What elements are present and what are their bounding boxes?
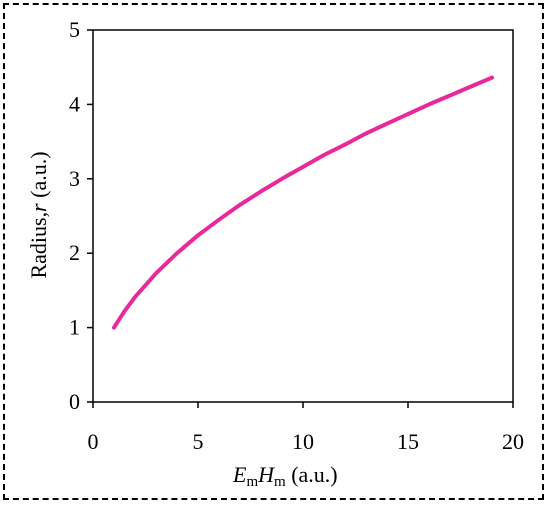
y-tick-label: 0 <box>69 389 80 414</box>
series-line <box>112 75 494 330</box>
dashed-frame <box>3 3 544 500</box>
x-tick-label: 15 <box>397 429 419 454</box>
y-tick-label: 3 <box>69 166 80 191</box>
y-tick-label: 2 <box>69 240 80 265</box>
x-axis-title: EmHm (a.u.) <box>232 462 338 490</box>
y-tick-label: 5 <box>69 17 80 42</box>
x-tick-label: 0 <box>88 429 99 454</box>
x-tick-label: 20 <box>502 429 524 454</box>
y-tick-label: 1 <box>69 315 80 340</box>
x-tick-label: 5 <box>193 429 204 454</box>
y-tick-label: 4 <box>69 91 80 116</box>
x-tick-label: 10 <box>292 429 314 454</box>
plot-area <box>92 29 514 403</box>
tick-group: 0 5 10 15 20 0 1 2 3 4 5 <box>69 17 524 454</box>
y-axis-title: Radius,r (a.u.) <box>26 151 51 278</box>
series-group <box>112 75 494 330</box>
